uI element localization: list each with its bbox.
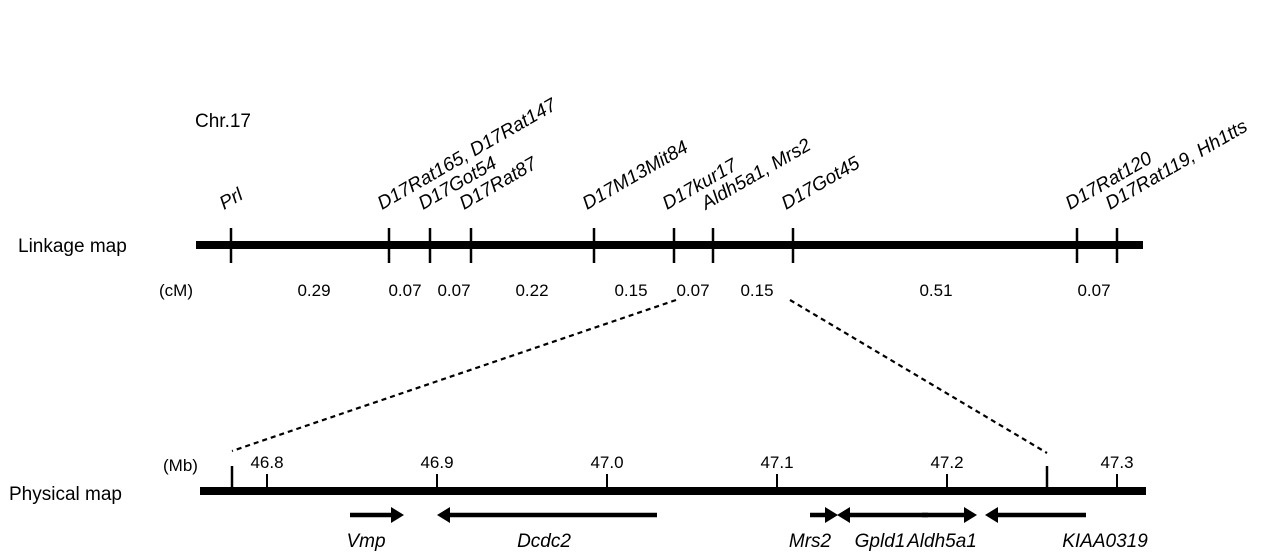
linkage-map-label: Linkage map: [18, 236, 127, 257]
linkage-marker-label: Prl: [216, 184, 247, 214]
zoom-connector-left: [231, 298, 677, 453]
gene-arrow: [350, 507, 404, 523]
gene-arrow-head: [437, 507, 450, 523]
physical-map-bar: [200, 487, 1146, 495]
gene-arrow-head: [837, 507, 850, 523]
physical-scale-label: 47.3: [1100, 453, 1133, 472]
physical-scale-label: 46.9: [420, 453, 453, 472]
physical-scale-label: 47.1: [760, 453, 793, 472]
chromosome-label: Chr.17: [195, 111, 251, 132]
gene-label: Mrs2: [789, 531, 832, 552]
physical-map-label: Physical map: [9, 484, 122, 505]
linkage-interval-label: 0.07: [388, 281, 421, 300]
gene-label: Gpld1: [855, 531, 906, 552]
linkage-interval-label: 0.15: [740, 281, 773, 300]
gene-arrow-head: [825, 507, 838, 523]
gene-arrow-head: [964, 507, 977, 523]
gene-label: Aldh5a1: [906, 531, 977, 552]
linkage-unit-label: (cM): [159, 281, 193, 300]
linkage-interval-label: 0.07: [437, 281, 470, 300]
zoom-connector-right: [789, 299, 1048, 454]
linkage-interval-label: 0.15: [614, 281, 647, 300]
gene-arrow: [810, 507, 838, 523]
physical-scale-label: 47.2: [930, 453, 963, 472]
gene-label: Vmp: [346, 531, 385, 552]
linkage-interval-label: 0.07: [1077, 281, 1110, 300]
linkage-interval-label: 0.51: [919, 281, 952, 300]
physical-unit-label: (Mb): [163, 456, 198, 475]
gene-label: Dcdc2: [517, 531, 571, 552]
physical-scale-label: 47.0: [590, 453, 623, 472]
gene-arrow-head: [985, 507, 998, 523]
physical-scale-label: 46.8: [250, 453, 283, 472]
linkage-interval-label: 0.22: [515, 281, 548, 300]
gene-arrow: [985, 507, 1086, 523]
gene-arrow: [922, 507, 977, 523]
gene-arrow: [437, 507, 657, 523]
linkage-map-bar: [196, 241, 1143, 249]
linkage-interval-label: 0.29: [297, 281, 330, 300]
gene-label: KIAA0319: [1062, 531, 1148, 552]
gene-arrow: [837, 507, 928, 523]
linkage-interval-label: 0.07: [676, 281, 709, 300]
gene-arrow-head: [391, 507, 404, 523]
